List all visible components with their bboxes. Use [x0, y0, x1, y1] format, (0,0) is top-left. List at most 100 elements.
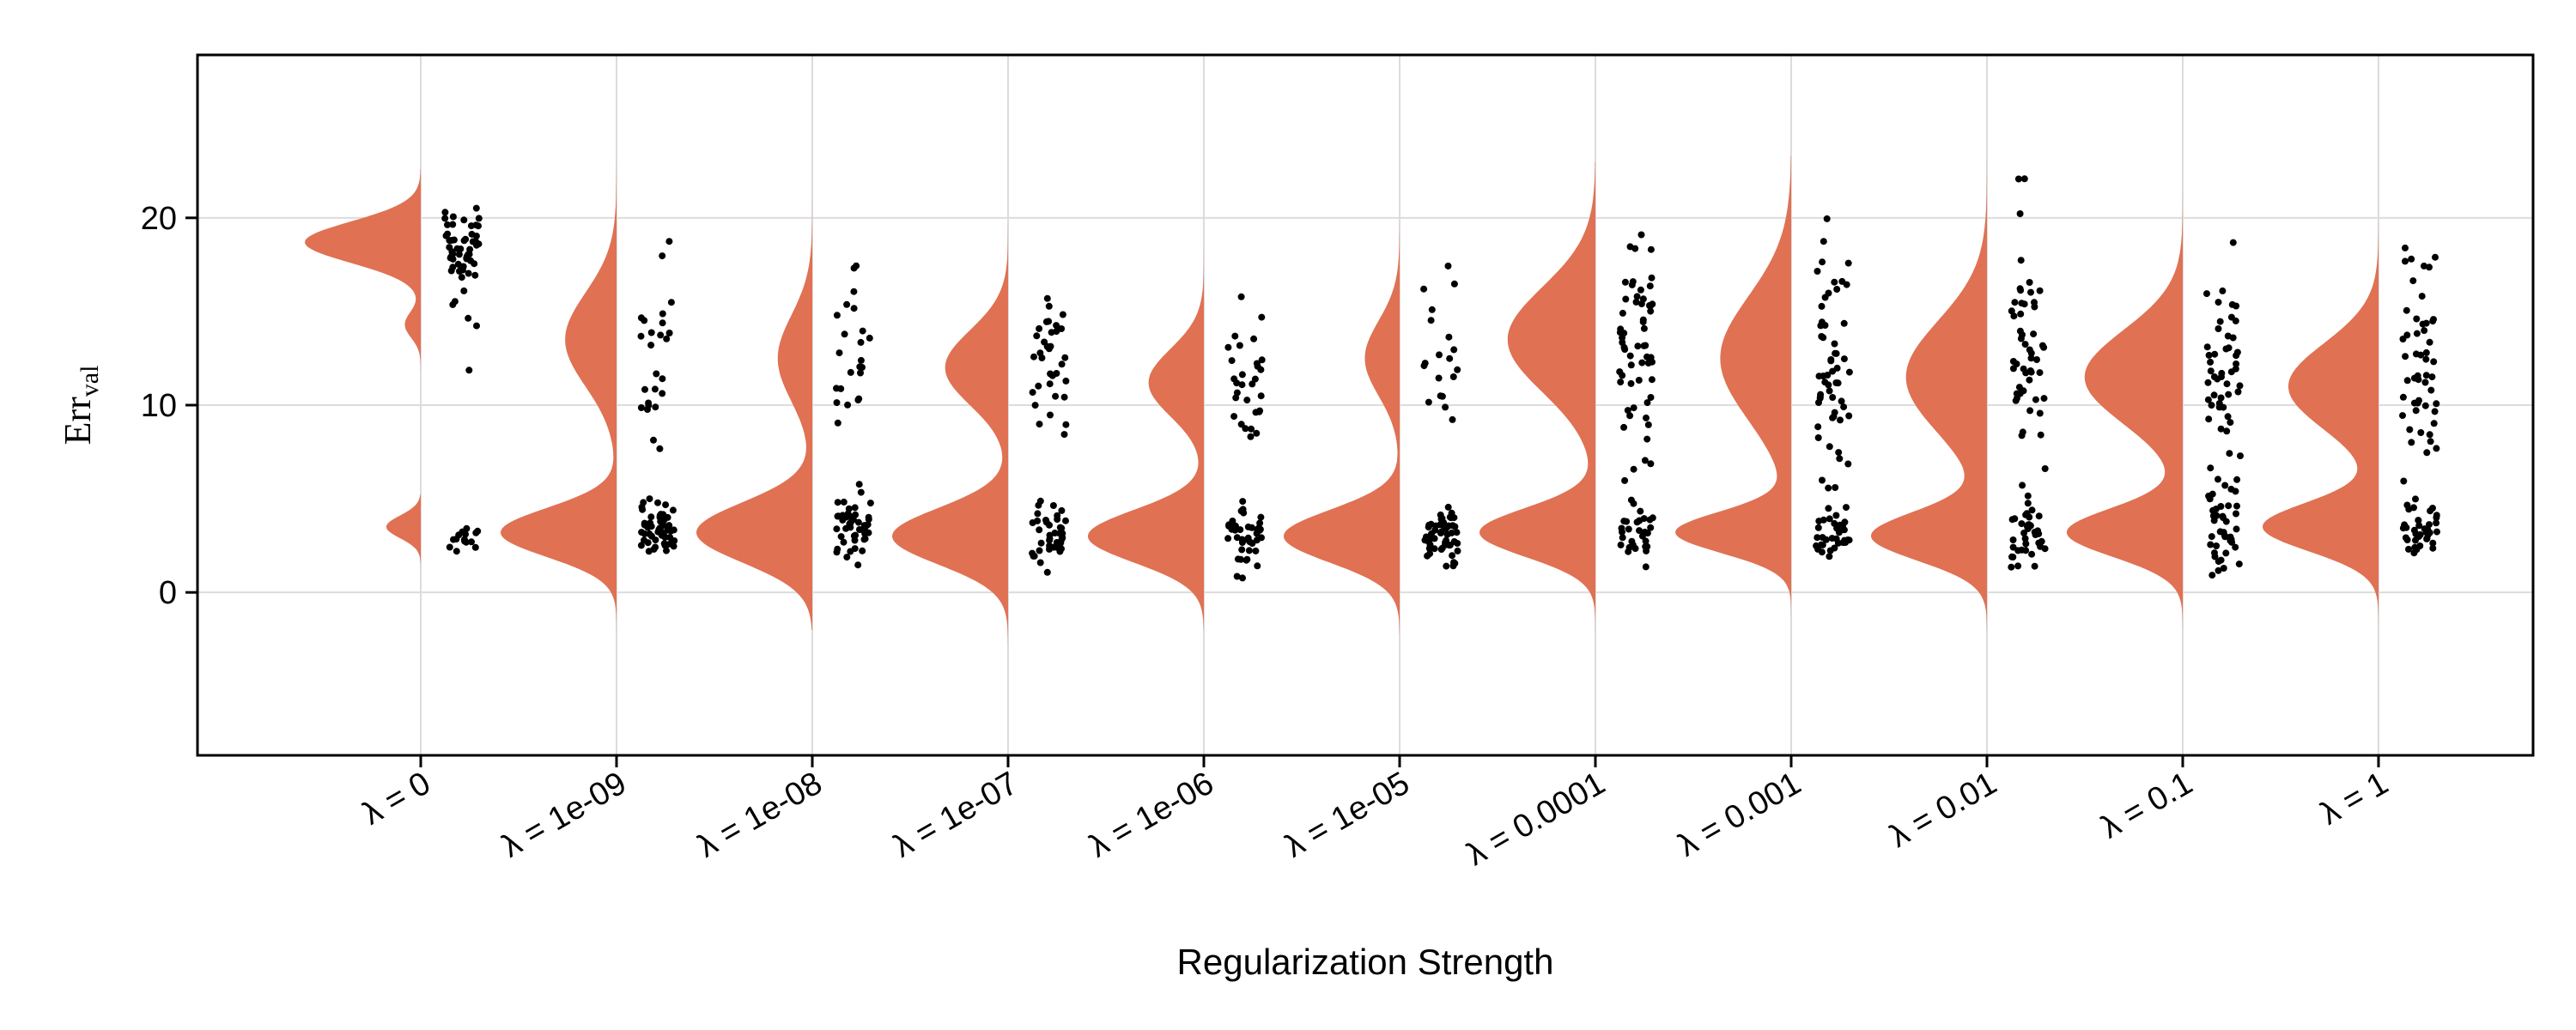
data-point: [665, 330, 673, 336]
data-point: [658, 531, 665, 539]
data-point: [2233, 476, 2241, 483]
data-point: [1446, 354, 1454, 362]
data-point: [2035, 530, 2043, 537]
data-point: [2215, 325, 2222, 332]
data-point: [1256, 407, 1264, 415]
data-point: [2024, 492, 2032, 500]
data-point: [647, 329, 655, 336]
data-point: [2033, 356, 2040, 363]
data-point: [665, 238, 673, 245]
data-point: [1247, 433, 1255, 440]
data-point: [835, 349, 843, 357]
data-point: [1239, 498, 1247, 506]
data-point: [2019, 428, 2026, 436]
data-point: [662, 501, 670, 509]
data-point: [1644, 421, 1652, 428]
data-point: [2419, 320, 2427, 328]
data-point: [659, 252, 666, 260]
data-point: [2009, 543, 2017, 551]
data-point: [1643, 435, 1651, 443]
data-point: [2426, 338, 2433, 346]
data-point: [1814, 524, 1822, 531]
data-point: [2417, 429, 2425, 436]
data-point: [2226, 450, 2233, 457]
data-point: [1624, 407, 1631, 415]
data-point: [663, 335, 671, 342]
data-point: [860, 525, 868, 533]
data-point: [1254, 562, 1261, 570]
data-point: [855, 481, 863, 488]
data-point: [1443, 562, 1450, 570]
data-point: [2024, 500, 2032, 507]
data-point: [2020, 530, 2028, 536]
data-point: [2207, 464, 2215, 472]
data-point: [2031, 562, 2038, 570]
data-point: [1825, 381, 1832, 389]
y-tick-label: 10: [141, 388, 177, 424]
data-point: [1224, 343, 1232, 351]
data-point: [475, 240, 483, 248]
data-point: [833, 399, 841, 407]
data-point: [1045, 318, 1053, 325]
data-point: [1441, 541, 1449, 548]
data-point: [1233, 534, 1241, 542]
data-point: [2009, 554, 2017, 560]
data-point: [1647, 524, 1655, 531]
data-point: [650, 436, 657, 444]
data-point: [471, 260, 478, 268]
data-point: [2223, 380, 2231, 388]
data-point: [2433, 400, 2440, 408]
data-point: [1633, 293, 1641, 300]
data-point: [1035, 382, 1042, 390]
x-axis-ticks: λ = 0 λ = 1e-09 λ = 1e-08 λ = 1e-07 λ = 1e-0…: [356, 755, 2395, 873]
data-point: [1639, 316, 1647, 324]
data-point: [853, 262, 860, 270]
data-point: [1062, 421, 1070, 428]
data-point: [1238, 546, 1246, 554]
data-point: [1446, 542, 1454, 549]
density-clouds: [305, 152, 2379, 664]
data-point: [1243, 397, 1251, 404]
data-point: [2206, 495, 2214, 503]
data-point: [2416, 530, 2424, 538]
data-point: [2428, 373, 2436, 381]
data-point: [1257, 366, 1265, 373]
data-point: [2433, 519, 2440, 527]
data-point: [2017, 257, 2025, 264]
data-point: [1629, 278, 1637, 286]
density-cloud: [696, 199, 812, 630]
data-point: [1845, 368, 1853, 376]
data-point: [1835, 449, 1843, 457]
data-point: [2429, 544, 2437, 552]
data-point: [441, 209, 449, 216]
data-point: [1621, 278, 1629, 286]
data-point: [2027, 288, 2034, 296]
data-point: [1627, 361, 1635, 369]
data-point: [2036, 369, 2044, 377]
data-point: [1425, 398, 1432, 406]
data-point: [1634, 342, 1642, 350]
data-point: [1253, 429, 1261, 437]
data-point: [2227, 536, 2234, 544]
data-point: [645, 399, 653, 407]
data-point: [1814, 534, 1821, 542]
data-point: [1250, 335, 1258, 342]
data-point: [1238, 371, 1246, 379]
data-point: [2210, 373, 2218, 380]
data-point: [2041, 545, 2049, 553]
data-point: [1038, 354, 1046, 361]
data-point: [2412, 407, 2420, 415]
data-point: [1035, 501, 1042, 509]
density-cloud: [501, 152, 617, 664]
data-point: [846, 522, 854, 530]
data-point: [2229, 239, 2237, 246]
data-point: [1840, 403, 1848, 411]
data-point: [1424, 552, 1431, 560]
data-point: [2225, 391, 2233, 398]
data-point: [1047, 342, 1054, 350]
jitter-points: [441, 175, 2440, 582]
data-point: [2417, 351, 2425, 359]
data-point: [1831, 409, 1838, 416]
data-point: [455, 251, 463, 258]
